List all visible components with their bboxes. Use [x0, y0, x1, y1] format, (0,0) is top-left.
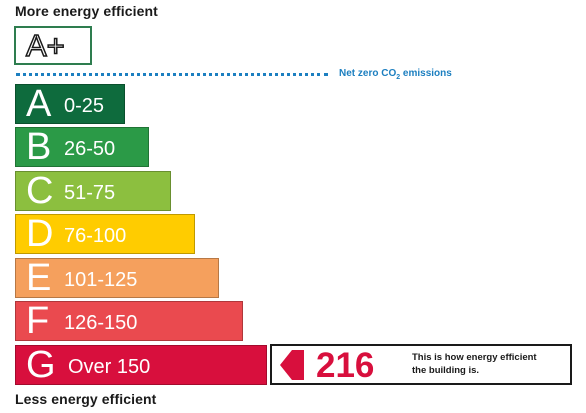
- band-e-range: 101-125: [64, 269, 138, 291]
- band-b: B 26-50: [15, 126, 149, 168]
- less-efficient-heading: Less energy efficient: [15, 391, 157, 407]
- band-g-letter: G: [26, 344, 56, 386]
- band-a: A 0-25: [15, 83, 125, 125]
- band-f-range: 126-150: [64, 312, 138, 334]
- current-rating-indicator: 216 This is how energy efficient the bui…: [270, 344, 572, 385]
- net-zero-label-end: emissions: [400, 68, 452, 79]
- net-zero-label: Net zero CO2 emissions: [339, 68, 452, 81]
- band-c-range: 51-75: [64, 182, 116, 204]
- band-a-range: 0-25: [64, 95, 105, 117]
- rating-caption-line-2: the building is.: [412, 365, 480, 376]
- band-a-plus-label: A+: [25, 28, 65, 63]
- left-pointer-arrow-icon: [280, 350, 304, 380]
- band-a-plus: A+: [14, 26, 92, 65]
- band-e-letter: E: [26, 257, 52, 299]
- band-c: C 51-75: [15, 170, 171, 212]
- net-zero-label-subscript: 2: [396, 74, 401, 81]
- band-e: E 101-125: [15, 257, 219, 299]
- band-g-range: Over 150: [68, 356, 151, 378]
- band-d-range: 76-100: [64, 225, 127, 247]
- net-zero-label-main: Net zero CO: [339, 68, 397, 79]
- band-g: G Over 150: [15, 344, 267, 386]
- rating-value: 216: [316, 346, 375, 385]
- band-c-letter: C: [26, 170, 54, 212]
- band-a-letter: A: [26, 83, 52, 125]
- band-b-letter: B: [26, 126, 52, 168]
- rating-caption: This is how energy efficient the buildin…: [412, 351, 537, 377]
- band-f-letter: F: [26, 300, 50, 342]
- band-d-letter: D: [26, 213, 54, 255]
- net-zero-dotted-line: [16, 73, 328, 76]
- rating-caption-line-1: This is how energy efficient: [412, 352, 537, 363]
- band-b-range: 26-50: [64, 138, 116, 160]
- band-d: D 76-100: [15, 213, 195, 255]
- more-efficient-heading: More energy efficient: [15, 3, 158, 19]
- band-f: F 126-150: [15, 300, 243, 342]
